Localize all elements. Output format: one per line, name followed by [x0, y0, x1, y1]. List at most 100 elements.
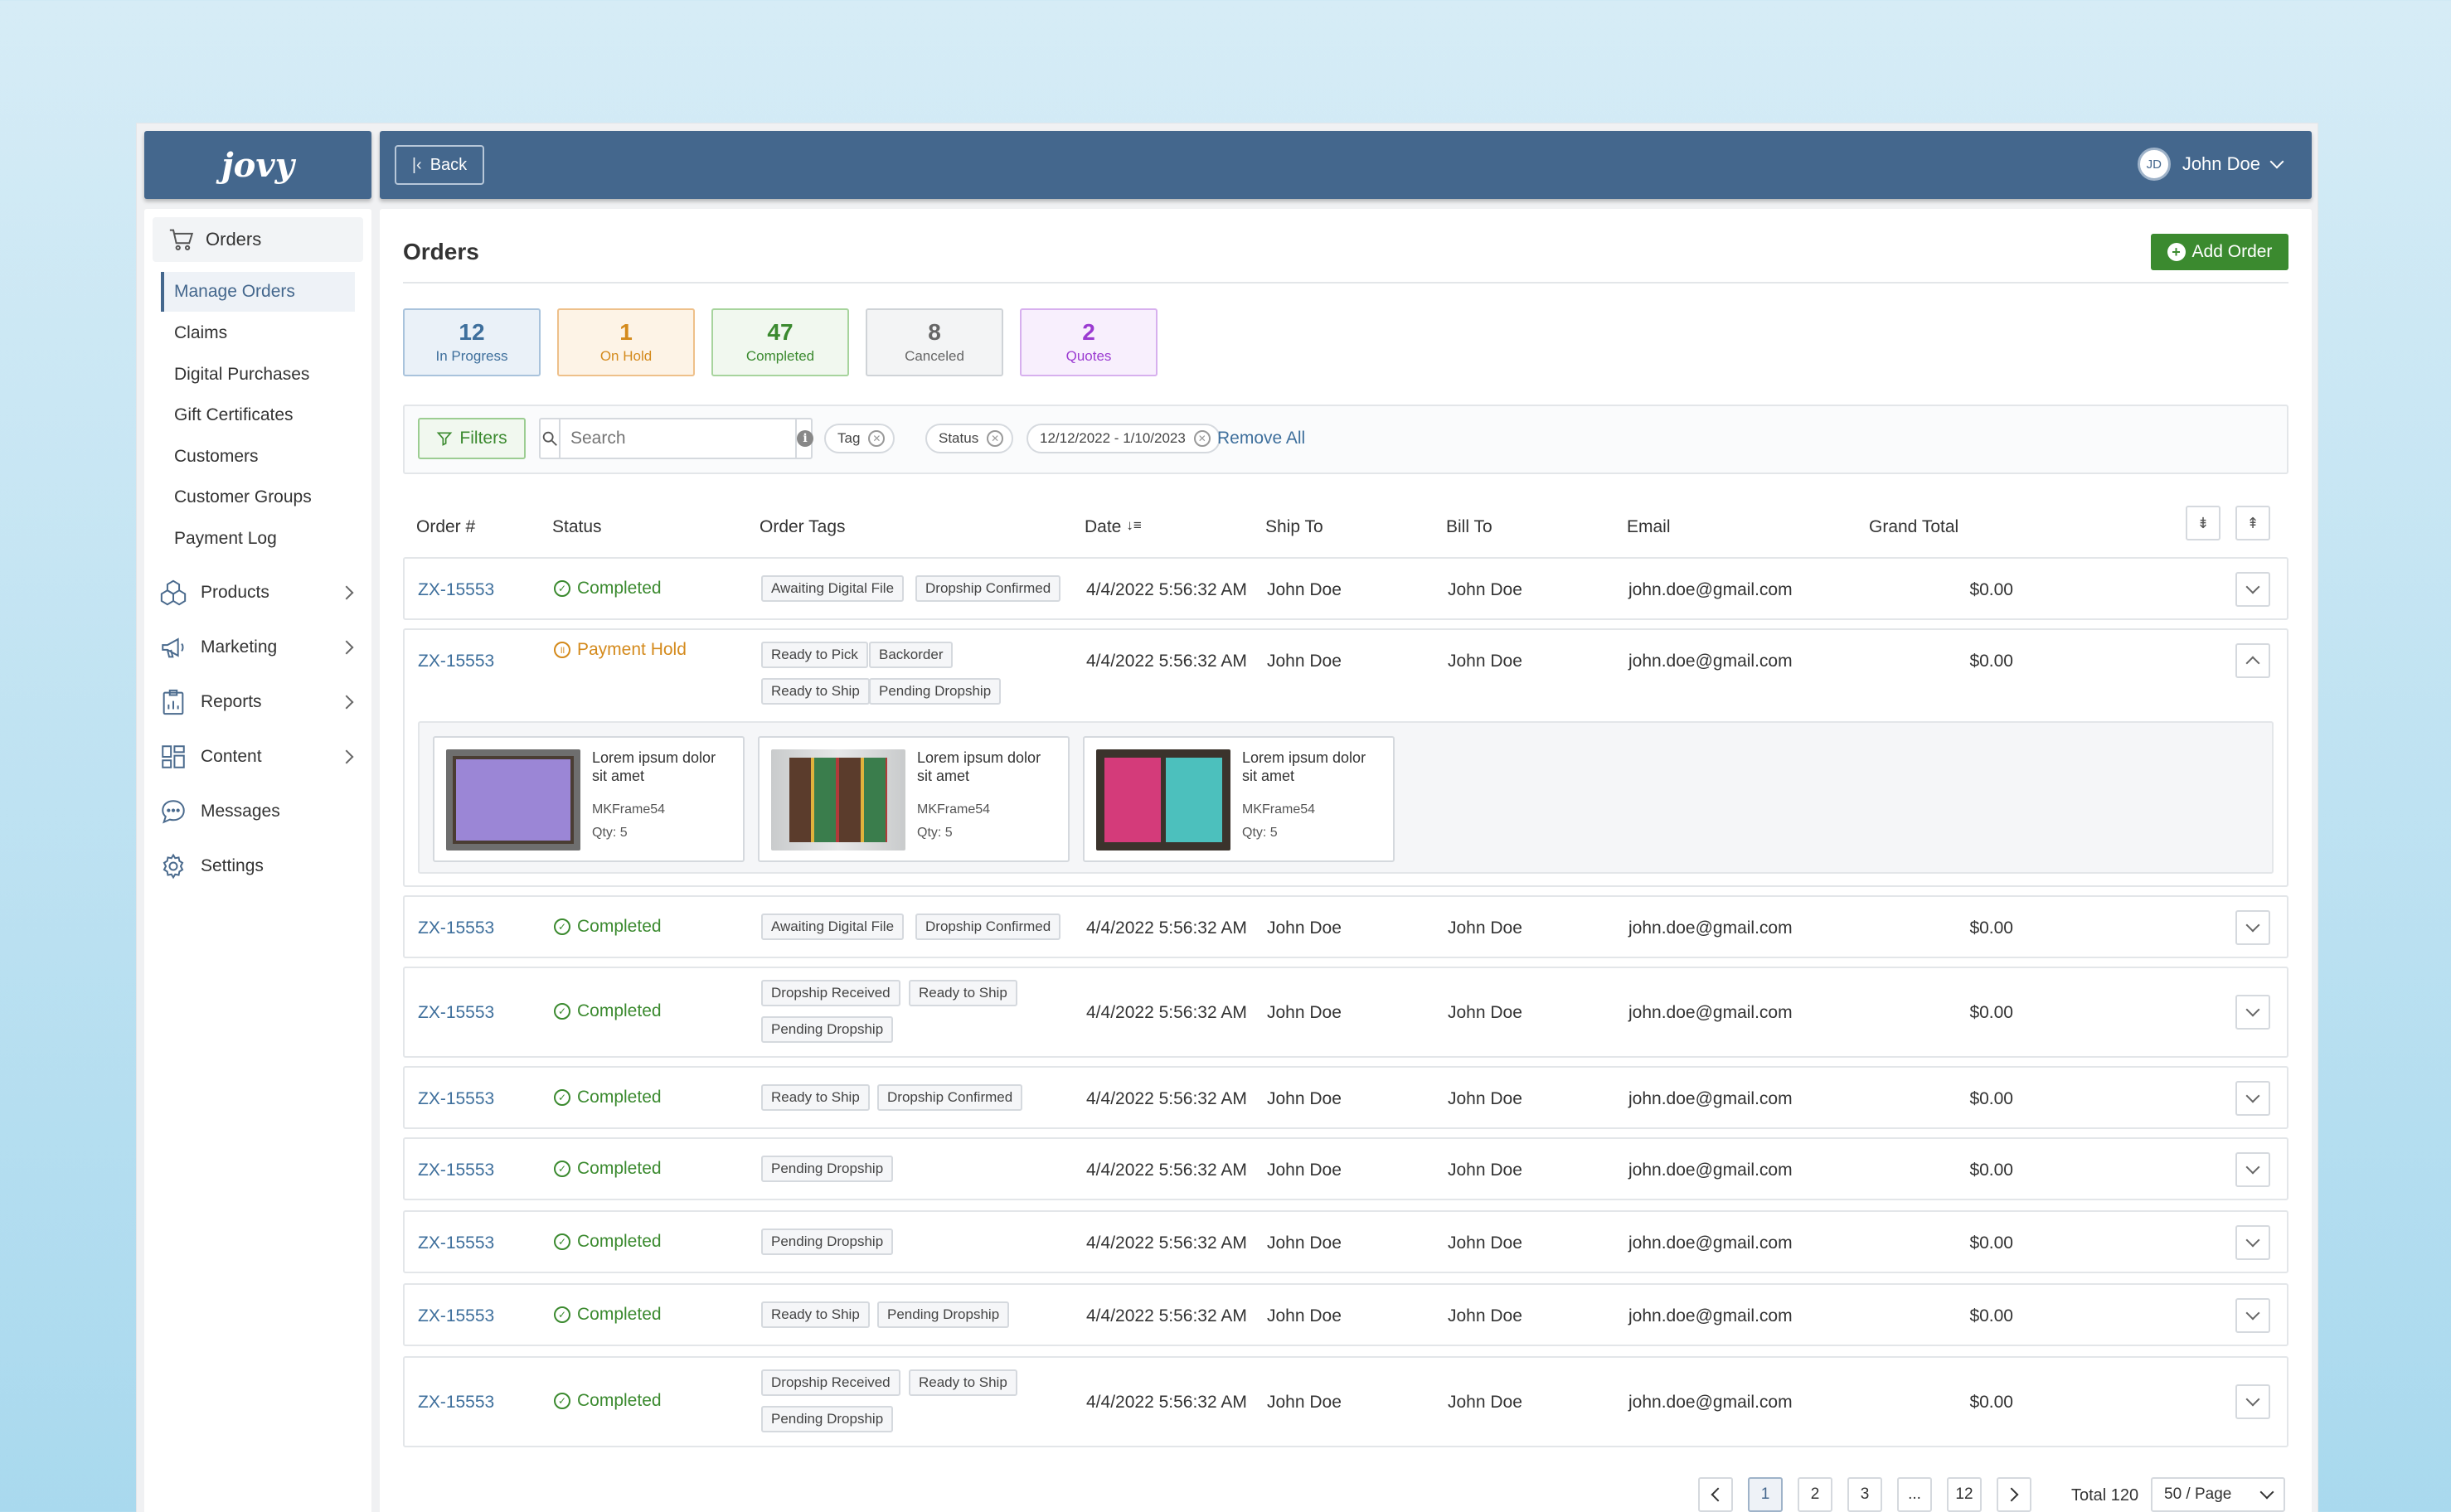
table-row[interactable]: ZX-15553 ✓ Completed Awaiting Digital Fil… [403, 557, 2288, 620]
stat-on-hold[interactable]: 1 On Hold [557, 308, 695, 376]
add-order-button[interactable]: + Add Order [2151, 234, 2288, 270]
page-size-select[interactable]: 50 / Page [2151, 1477, 2285, 1512]
prev-page-button[interactable] [1698, 1477, 1733, 1512]
table-row[interactable]: ZX-15553 ✓ Completed Pending Dropship 4/4… [403, 1210, 2288, 1273]
page-button[interactable]: 1 [1748, 1477, 1783, 1512]
sidebar-item-content[interactable]: Content [159, 736, 362, 778]
order-link[interactable]: ZX-15553 [418, 1233, 495, 1253]
order-link[interactable]: ZX-15553 [418, 918, 495, 938]
table-row[interactable]: ZX-15553 ✓ Completed Ready to Ship Dropsh… [403, 1066, 2288, 1129]
sidebar-item-manage-orders[interactable]: Manage Orders [161, 272, 355, 312]
close-icon[interactable]: ✕ [1193, 430, 1211, 447]
chevron-up-icon [2245, 656, 2260, 671]
chevron-right-icon [339, 585, 354, 600]
filters-button[interactable]: Filters [418, 418, 526, 459]
col-order[interactable]: Order # [416, 517, 476, 536]
chevron-right-icon [339, 695, 354, 710]
col-email[interactable]: Email [1627, 517, 1671, 536]
filter-chip-tag[interactable]: Tag ✕ [824, 424, 895, 453]
sidebar-item-reports[interactable]: Reports [159, 681, 362, 723]
collapse-row-button[interactable] [2235, 643, 2270, 678]
info-button[interactable]: i [795, 419, 813, 458]
sidebar-item-label: Reports [201, 692, 262, 711]
stat-in-progress[interactable]: 12 In Progress [403, 308, 541, 376]
product-card[interactable]: Lorem ipsum dolor sit amet MKFrame54 Qty… [1083, 736, 1395, 862]
status-badge: ✓ Completed [554, 1391, 662, 1411]
messages-icon [162, 800, 185, 824]
table-row[interactable]: ZX-15553 ✓ Completed Ready to Ship Pendin… [403, 1283, 2288, 1346]
sidebar-item-settings[interactable]: Settings [159, 846, 362, 887]
table-row[interactable]: ZX-15553 ✓ Completed Dropship Received Re… [403, 967, 2288, 1058]
sidebar-item-gift-certificates[interactable]: Gift Certificates [174, 405, 294, 425]
bill-to-cell: John Doe [1448, 1233, 1522, 1253]
sidebar-item-customer-groups[interactable]: Customer Groups [174, 487, 312, 507]
grand-total-cell: $0.00 [1969, 1003, 2013, 1022]
app-logo[interactable]: jovy [144, 131, 371, 199]
order-link[interactable]: ZX-15553 [418, 1161, 495, 1180]
search-input[interactable] [561, 419, 795, 458]
remove-all-link[interactable]: Remove All [1217, 429, 1306, 448]
product-card[interactable]: Lorem ipsum dolor sit amet MKFrame54 Qty… [433, 736, 745, 862]
chip-label: Status [939, 430, 979, 446]
col-status[interactable]: Status [552, 517, 602, 536]
stat-completed[interactable]: 47 Completed [711, 308, 849, 376]
order-link[interactable]: ZX-15553 [418, 1003, 495, 1022]
date-cell: 4/4/2022 5:56:32 AM [1086, 1306, 1247, 1325]
col-tags[interactable]: Order Tags [760, 517, 846, 536]
sidebar-item-claims[interactable]: Claims [174, 323, 228, 343]
page-ellipsis[interactable]: ... [1897, 1477, 1932, 1512]
bill-to-cell: John Doe [1448, 580, 1522, 599]
sidebar-item-marketing[interactable]: Marketing [159, 627, 362, 668]
order-link[interactable]: ZX-15553 [418, 1089, 495, 1108]
col-bill-to[interactable]: Bill To [1446, 517, 1492, 536]
filter-chip-date[interactable]: 12/12/2022 - 1/10/2023 ✕ [1027, 424, 1221, 453]
sidebar-item-products[interactable]: Products [159, 572, 362, 613]
expand-row-button[interactable] [2235, 995, 2270, 1030]
user-menu[interactable]: JD John Doe [2137, 148, 2284, 181]
table-row[interactable]: ZX-15553 ✓ Completed Awaiting Digital Fil… [403, 895, 2288, 958]
expand-all-button[interactable]: ⇞ [2235, 506, 2270, 540]
order-link[interactable]: ZX-15553 [418, 652, 495, 671]
stat-label: In Progress [435, 348, 508, 365]
col-ship-to[interactable]: Ship To [1265, 517, 1323, 536]
product-card[interactable]: Lorem ipsum dolor sit amet MKFrame54 Qty… [758, 736, 1070, 862]
sidebar-item-messages[interactable]: Messages [159, 791, 362, 832]
stat-quotes[interactable]: 2 Quotes [1020, 308, 1158, 376]
close-icon[interactable]: ✕ [868, 430, 886, 447]
table-row[interactable]: ZX-15553 ✓ Completed Pending Dropship 4/4… [403, 1137, 2288, 1200]
expand-row-button[interactable] [2235, 1225, 2270, 1260]
status-label: Completed [577, 1088, 662, 1107]
close-icon[interactable]: ✕ [987, 430, 1004, 447]
expand-row-button[interactable] [2235, 1152, 2270, 1187]
expand-row-button[interactable] [2235, 1298, 2270, 1333]
col-date[interactable]: Date ↓≡ [1085, 517, 1142, 537]
filter-chip-status[interactable]: Status ✕ [925, 424, 1014, 453]
order-tag: Ready to Ship [909, 980, 1017, 1006]
sidebar-item-digital-purchases[interactable]: Digital Purchases [174, 364, 310, 384]
order-link[interactable]: ZX-15553 [418, 1393, 495, 1412]
chevron-down-icon [2245, 1306, 2260, 1321]
status-badge: ✓ Completed [554, 917, 662, 937]
order-link[interactable]: ZX-15553 [418, 1306, 495, 1325]
expand-row-button[interactable] [2235, 1081, 2270, 1116]
sidebar-item-customers[interactable]: Customers [174, 446, 259, 466]
status-badge: ✓ Completed [554, 579, 662, 598]
page-button[interactable]: 3 [1847, 1477, 1882, 1512]
sidebar-item-orders[interactable]: Orders [153, 217, 363, 262]
table-row[interactable]: ZX-15553 ✓ Completed Dropship Received Re… [403, 1356, 2288, 1447]
expand-row-button[interactable] [2235, 572, 2270, 607]
col-grand-total[interactable]: Grand Total [1869, 517, 1959, 536]
email-cell: john.doe@gmail.com [1628, 1089, 1793, 1108]
page-button[interactable]: 12 [1947, 1477, 1982, 1512]
order-link[interactable]: ZX-15553 [418, 580, 495, 599]
table-row-expanded[interactable]: ZX-15553 ॥ Payment Hold Ready to Pick Bac… [403, 628, 2288, 887]
sidebar-item-payment-log[interactable]: Payment Log [174, 528, 277, 548]
order-tag: Pending Dropship [877, 1301, 1010, 1328]
stat-canceled[interactable]: 8 Canceled [866, 308, 1003, 376]
collapse-all-button[interactable]: ⇟ [2186, 506, 2220, 540]
expand-row-button[interactable] [2235, 910, 2270, 945]
expand-row-button[interactable] [2235, 1384, 2270, 1419]
next-page-button[interactable] [1997, 1477, 2031, 1512]
page-button[interactable]: 2 [1798, 1477, 1832, 1512]
back-button[interactable]: |‹ Back [395, 145, 484, 185]
